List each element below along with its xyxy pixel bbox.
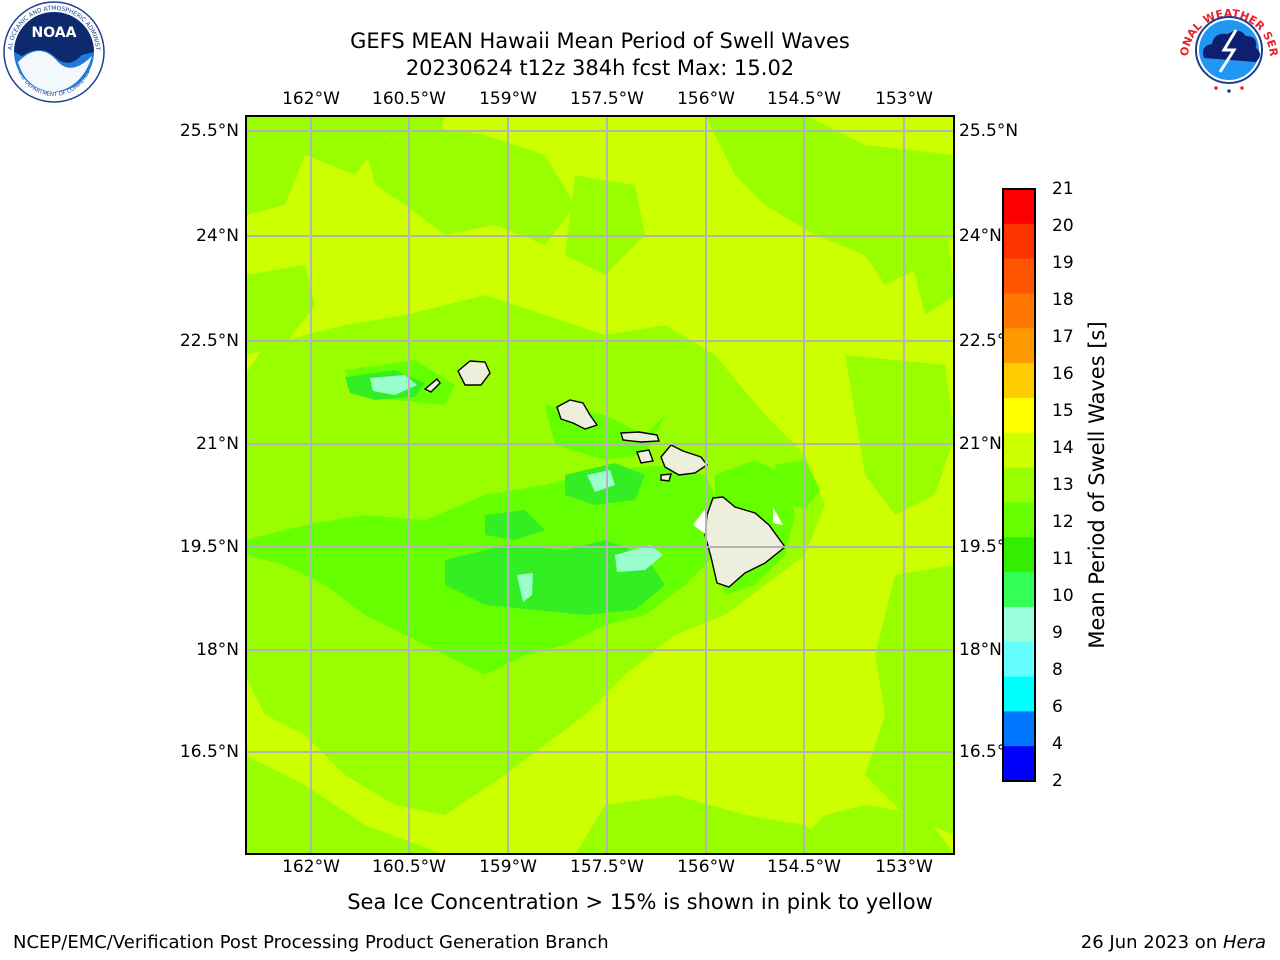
colorbar — [1002, 188, 1036, 782]
noaa-logo-text: NOAA — [32, 25, 77, 41]
lon-tick-top: 159°W — [479, 89, 537, 109]
lon-tick-bottom: 162°W — [282, 857, 340, 877]
colorbar-tick-label: 15 — [1052, 401, 1074, 421]
lat-tick-left: 18°N — [196, 640, 239, 660]
lon-tick-top: 153°W — [875, 89, 933, 109]
colorbar-tick-label: 16 — [1052, 364, 1074, 384]
noaa-logo-icon: NATIONAL OCEANIC AND ATMOSPHERIC ADMINIS… — [2, 0, 105, 103]
colorbar-cell — [1003, 572, 1035, 608]
lat-tick-right: 21°N — [959, 434, 1002, 454]
lat-tick-left: 22.5°N — [179, 331, 239, 351]
swell-period-map — [245, 115, 955, 855]
lat-tick-left: 24°N — [196, 226, 239, 246]
lat-tick-left: 21°N — [196, 434, 239, 454]
colorbar-frame — [1002, 188, 1036, 782]
lon-tick-top: 154.5°W — [767, 89, 841, 109]
chart-subtitle: 20230624 t12z 384h fcst Max: 15.02 — [405, 56, 795, 80]
island-kauai — [457, 360, 491, 386]
colorbar-title: Mean Period of Swell Waves [s] — [1085, 321, 1109, 649]
land-mask-halo — [693, 507, 783, 535]
island-kahoolawe — [660, 473, 672, 482]
colorbar-tick-label: 6 — [1052, 697, 1063, 717]
colorbar-cell — [1003, 397, 1035, 434]
colorbar-cell — [1003, 328, 1035, 364]
colorbar-cell — [1003, 293, 1035, 329]
lon-tick-bottom: 159°W — [479, 857, 537, 877]
colorbar-cell — [1003, 746, 1035, 782]
colorbar-tick-label: 9 — [1052, 623, 1063, 643]
colorbar-tick-label: 8 — [1052, 660, 1063, 680]
lon-tick-bottom: 153°W — [875, 857, 933, 877]
map-gridlines — [245, 115, 955, 855]
lon-tick-bottom: 154.5°W — [767, 857, 841, 877]
colorbar-cell — [1003, 189, 1035, 225]
lon-tick-bottom: 160.5°W — [372, 857, 446, 877]
colorbar-cell — [1003, 363, 1035, 399]
footer-date-text: 26 Jun 2023 on — [1080, 932, 1223, 953]
colorbar-tick-label: 20 — [1052, 216, 1074, 236]
island-niihau — [423, 377, 441, 393]
colorbar-tick-label: 18 — [1052, 290, 1074, 310]
colorbar-cell — [1003, 467, 1035, 503]
lon-tick-top: 160.5°W — [372, 89, 446, 109]
colorbar-cell — [1003, 711, 1035, 747]
sea-ice-note: Sea Ice Concentration > 15% is shown in … — [347, 890, 933, 914]
colorbar-cell — [1003, 537, 1035, 573]
colorbar-tick-label: 21 — [1052, 179, 1074, 199]
chart-title: GEFS MEAN Hawaii Mean Period of Swell Wa… — [350, 29, 850, 53]
colorbar-cell — [1003, 641, 1035, 678]
lon-tick-top: 157.5°W — [570, 89, 644, 109]
colorbar-tick-label: 11 — [1052, 549, 1074, 569]
colorbar-tick-label: 4 — [1052, 734, 1063, 754]
lat-tick-left: 16.5°N — [179, 742, 239, 762]
colorbar-tick-label: 12 — [1052, 512, 1074, 532]
lat-tick-right: 18°N — [959, 640, 1002, 660]
colorbar-cell — [1003, 432, 1035, 469]
lat-tick-left: 19.5°N — [179, 537, 239, 557]
colorbar-cell — [1003, 606, 1035, 643]
colorbar-tick-label: 13 — [1052, 475, 1074, 495]
colorbar-cells — [1003, 189, 1035, 782]
lat-tick-right: 24°N — [959, 226, 1002, 246]
lon-tick-top: 162°W — [282, 89, 340, 109]
footer-date: 26 Jun 2023 on Hera — [1081, 932, 1266, 953]
nws-logo-icon: NATIONAL WEATHER SERVICE — [1178, 0, 1280, 98]
lat-tick-left: 25.5°N — [179, 121, 239, 141]
island-oahu — [556, 399, 599, 430]
island-lanai — [636, 449, 654, 464]
colorbar-cell — [1003, 502, 1035, 538]
island-molokai — [620, 431, 660, 443]
colorbar-cell — [1003, 676, 1035, 712]
colorbar-tick-label: 19 — [1052, 253, 1074, 273]
lon-tick-bottom: 157.5°W — [570, 857, 644, 877]
footer-host: Hera — [1222, 932, 1266, 953]
colorbar-cell — [1003, 223, 1035, 260]
lon-tick-bottom: 156°W — [677, 857, 735, 877]
lon-tick-top: 156°W — [677, 89, 735, 109]
colorbar-cell — [1003, 258, 1035, 294]
lat-tick-right: 25.5°N — [959, 121, 1019, 141]
footer-branch: NCEP/EMC/Verification Post Processing Pr… — [13, 932, 609, 953]
colorbar-tick-label: 10 — [1052, 586, 1074, 606]
map-frame — [245, 115, 955, 855]
colorbar-tick-label: 14 — [1052, 438, 1074, 458]
colorbar-tick-label: 17 — [1052, 327, 1074, 347]
hawaiian-islands — [423, 360, 786, 588]
colorbar-tick-label: 2 — [1052, 771, 1063, 791]
